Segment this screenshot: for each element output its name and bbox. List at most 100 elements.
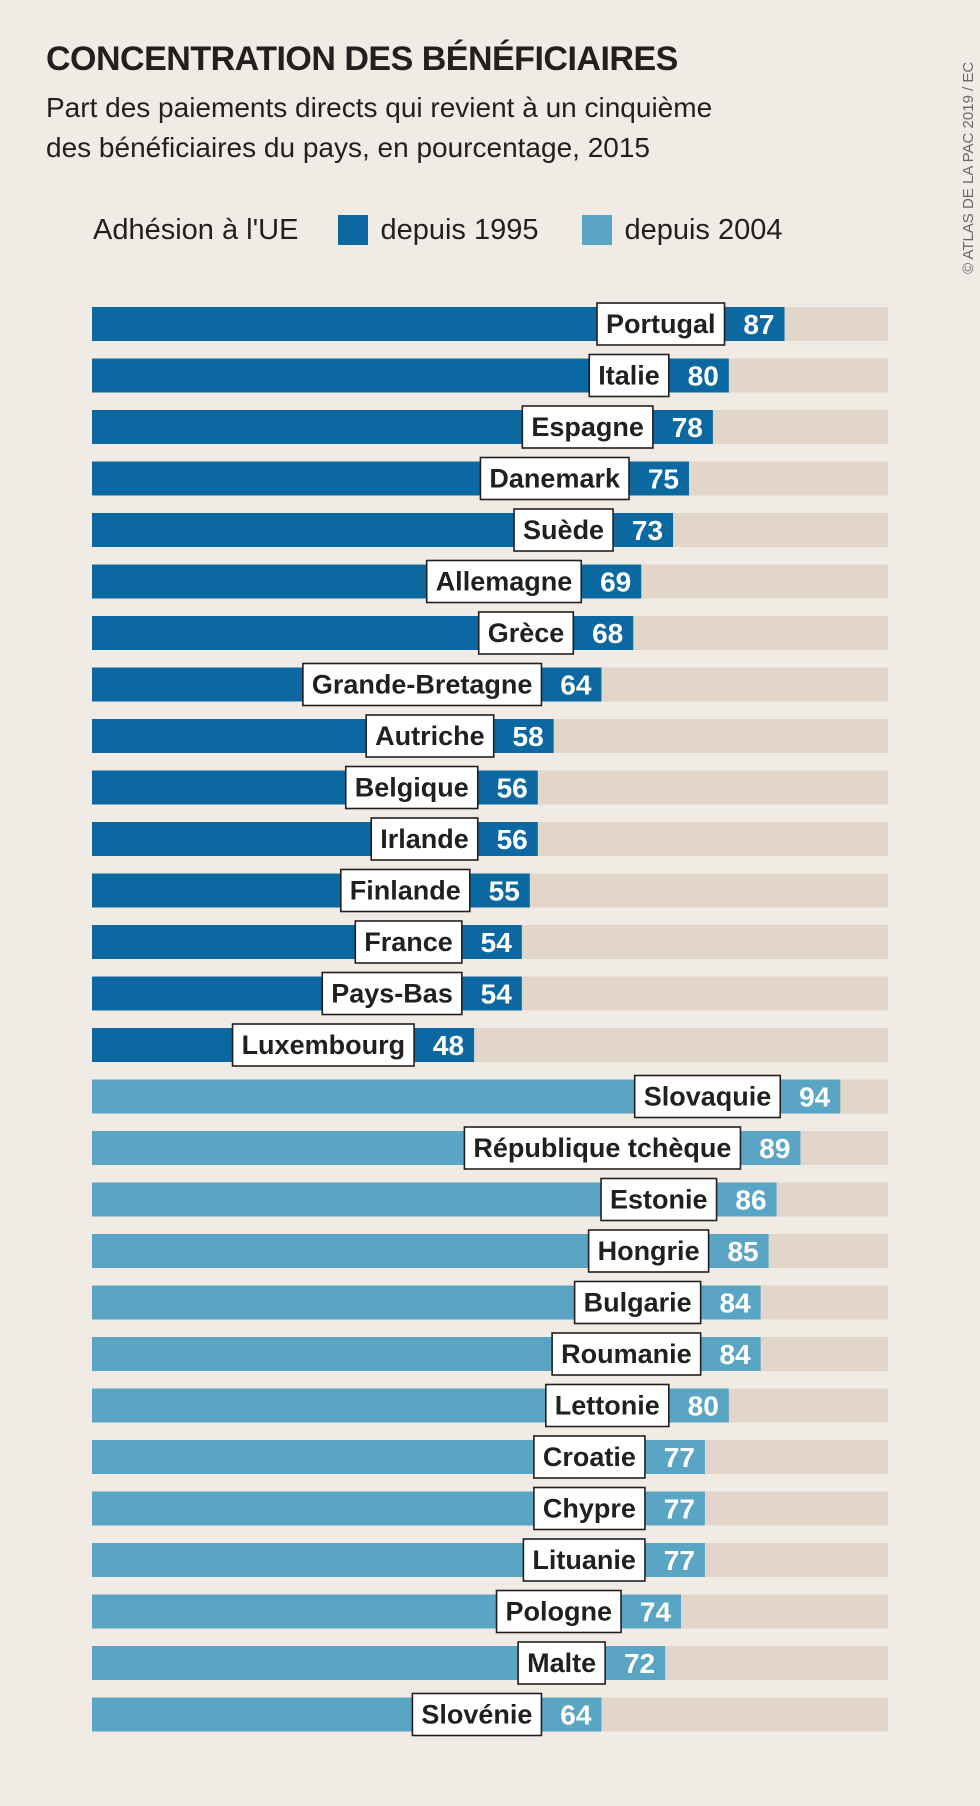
bar-row-hongrie: 85 Hongrie [92, 1229, 888, 1273]
country-label-lettonie: Lettonie [555, 1391, 660, 1421]
country-label-portugal: Portugal [606, 309, 716, 339]
country-label-box [521, 405, 654, 449]
bar-row-lettonie: 80 Lettonie [92, 1383, 888, 1428]
bar-row-espagne: 78 Espagne [92, 405, 888, 449]
country-label-suede: Suède [523, 515, 604, 545]
legend-swatch-1995 [338, 215, 369, 245]
legend-label-2004: depuis 2004 [624, 213, 783, 246]
bar-row-italie: 80 Italie [92, 353, 888, 398]
value-label-belgique: 56 [497, 773, 528, 804]
country-label-box [551, 1332, 702, 1376]
country-label-france: France [364, 927, 453, 957]
country-label-box [411, 1692, 543, 1737]
country-label-box [321, 971, 463, 1016]
value-label-bulgarie: 84 [719, 1288, 751, 1319]
country-label-slovenie: Slovénie [421, 1700, 532, 1730]
country-label-danemark: Danemark [489, 464, 621, 494]
country-label-box [425, 559, 583, 604]
country-label-croatie: Croatie [543, 1442, 636, 1472]
legend-swatch-2004 [582, 215, 613, 245]
bar-row-slovenie: 64 Slovénie [92, 1692, 888, 1737]
country-label-box [533, 1435, 646, 1479]
value-label-suede: 73 [632, 515, 663, 546]
bar-row-malte: 72 Malte [92, 1641, 888, 1685]
value-label-lituanie: 77 [664, 1545, 695, 1576]
country-label-box [513, 508, 614, 552]
country-label-box [477, 611, 575, 655]
subtitle-line-2: des bénéficiaires du pays, en pourcentag… [46, 132, 650, 163]
value-label-finlande: 55 [489, 876, 520, 907]
country-label-box [302, 662, 543, 707]
country-label-grece: Grèce [488, 618, 565, 648]
value-label-irlande: 56 [497, 824, 528, 855]
country-label-box [573, 1280, 702, 1325]
country-label-box [463, 1126, 742, 1170]
country-label-box [370, 817, 479, 861]
bar-row-portugal: 87 Portugal [92, 302, 888, 346]
country-label-box [633, 1074, 782, 1119]
legend-label-1995: depuis 1995 [380, 213, 539, 246]
value-label-hongrie: 85 [727, 1236, 758, 1267]
bar-row-lituanie: 77 Lituanie [92, 1538, 888, 1582]
value-label-italie: 80 [688, 361, 719, 392]
bar-row-belgique: 56 Belgique [92, 765, 888, 810]
bar-row-chypre: 77 Chypre [92, 1486, 888, 1531]
bar-row-danemark: 75 Danemark [92, 456, 888, 501]
bar-row-pays-bas: 54 Pays-Bas [92, 971, 888, 1016]
country-label-lituanie: Lituanie [532, 1545, 636, 1575]
country-label-box [354, 920, 463, 964]
value-label-pays-bas: 54 [481, 979, 513, 1010]
country-label-estonie: Estonie [610, 1185, 708, 1215]
subtitle-line-1: Part des paiements directs qui revient à… [46, 92, 713, 123]
bar-row-republique-tcheque: 89 République tchèque [92, 1126, 888, 1170]
chart-subtitle: Part des paiements directs qui revient à… [46, 88, 806, 168]
bar-row-autriche: 58 Autriche [92, 714, 888, 758]
value-label-grande-bretagne: 64 [560, 670, 592, 701]
value-label-allemagne: 69 [600, 567, 631, 598]
country-label-bulgarie: Bulgarie [584, 1288, 692, 1318]
bar-row-pologne: 74 Pologne [92, 1589, 888, 1634]
value-label-chypre: 77 [664, 1494, 695, 1525]
value-label-pologne: 74 [640, 1597, 672, 1628]
country-label-box [545, 1383, 670, 1428]
country-label-box [344, 765, 479, 810]
bar-row-luxembourg: 48 Luxembourg [92, 1023, 888, 1067]
value-label-autriche: 58 [513, 721, 544, 752]
value-label-croatie: 77 [664, 1442, 695, 1473]
country-label-box [479, 456, 630, 501]
value-label-slovaquie: 94 [799, 1082, 831, 1113]
bar-row-grande-bretagne: 64 Grande-Bretagne [92, 662, 888, 707]
country-label-box [231, 1023, 415, 1067]
country-label-irlande: Irlande [380, 824, 469, 854]
bar-row-irlande: 56 Irlande [92, 817, 888, 861]
value-label-portugal: 87 [743, 309, 774, 340]
bar-row-finlande: 55 Finlande [92, 868, 888, 913]
country-label-pologne: Pologne [506, 1597, 613, 1627]
legend-item-1995: depuis 1995 [338, 214, 538, 247]
country-label-allemagne: Allemagne [436, 567, 573, 597]
country-label-box [588, 353, 670, 398]
value-label-grece: 68 [592, 618, 623, 649]
country-label-republique-tcheque: République tchèque [473, 1133, 731, 1163]
bar-row-estonie: 86 Estonie [92, 1177, 888, 1222]
value-label-espagne: 78 [672, 412, 703, 443]
country-label-italie: Italie [598, 361, 660, 391]
bar-row-slovaquie: 94 Slovaquie [92, 1074, 888, 1119]
country-label-box [339, 868, 471, 913]
value-label-roumanie: 84 [719, 1339, 751, 1370]
bar-row-grece: 68 Grèce [92, 611, 888, 655]
country-label-hongrie: Hongrie [598, 1236, 700, 1266]
country-label-chypre: Chypre [543, 1494, 636, 1524]
value-label-france: 54 [481, 927, 513, 958]
country-label-box [517, 1641, 606, 1685]
value-label-estonie: 86 [735, 1185, 766, 1216]
country-label-roumanie: Roumanie [561, 1339, 692, 1369]
bar-row-allemagne: 69 Allemagne [92, 559, 888, 604]
country-label-luxembourg: Luxembourg [242, 1030, 406, 1060]
country-label-belgique: Belgique [355, 773, 469, 803]
country-label-grande-bretagne: Grande-Bretagne [312, 670, 533, 700]
country-label-box [522, 1538, 646, 1582]
country-label-box [600, 1177, 718, 1222]
country-label-malte: Malte [527, 1648, 596, 1678]
